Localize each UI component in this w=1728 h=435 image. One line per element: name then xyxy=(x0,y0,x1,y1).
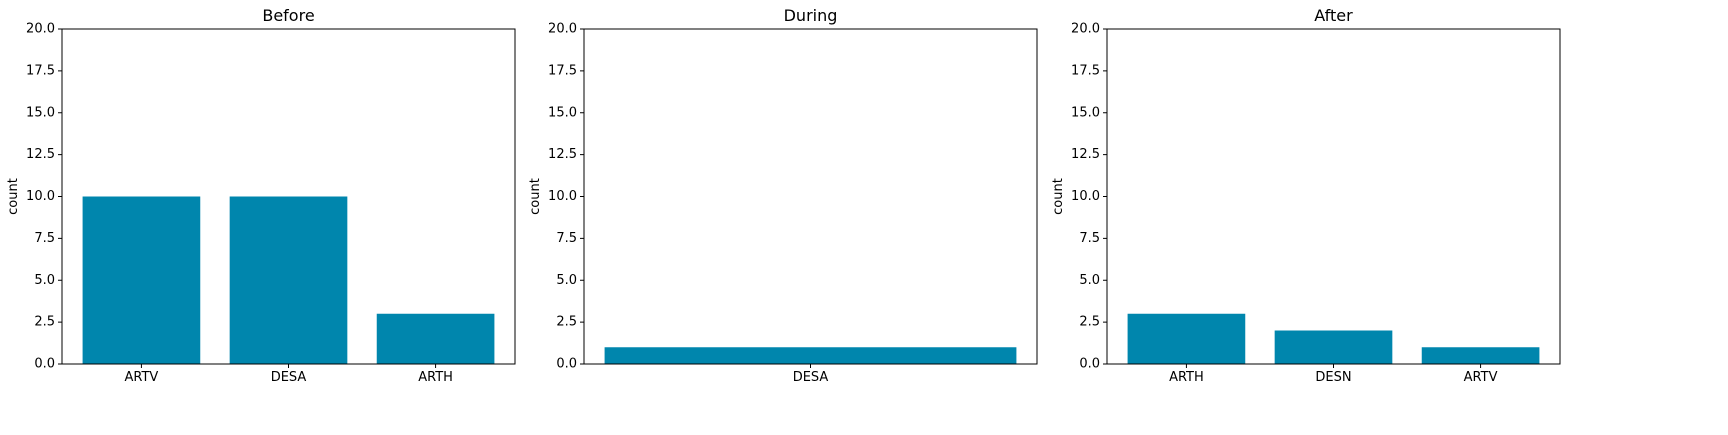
y-axis-label: count xyxy=(1051,178,1066,215)
chart-before: 0.0 2.5 5.0 7.5 10.0 12.5 15.0 17.5 20.0 ARTV DESA… xyxy=(6,6,516,385)
y-tick-label: 7.5 xyxy=(34,231,55,246)
bar-artv xyxy=(1421,347,1540,364)
y-tick-label: 0.0 xyxy=(556,357,577,372)
y-tick-label: 12.5 xyxy=(548,147,577,162)
y-tick-label: 20.0 xyxy=(548,22,577,37)
y-tick-label: 15.0 xyxy=(1071,105,1100,120)
y-tick-label: 15.0 xyxy=(26,105,55,120)
x-tick-label: DESN xyxy=(1315,370,1351,385)
y-tick-label: 0.0 xyxy=(1079,357,1100,372)
bar-artv xyxy=(82,196,201,364)
x-tick-label: DESA xyxy=(793,370,829,385)
x-tick-label: ARTV xyxy=(125,370,159,385)
y-axis-label: count xyxy=(6,178,21,215)
y-tick-label: 10.0 xyxy=(548,189,577,204)
y-tick-label: 2.5 xyxy=(34,315,55,330)
y-tick-label: 17.5 xyxy=(548,63,577,78)
y-tick-label: 2.5 xyxy=(1079,315,1100,330)
chart-during: 0.0 2.5 5.0 7.5 10.0 12.5 15.0 17.5 20.0 DESA Duri… xyxy=(528,6,1038,385)
y-tick-label: 0.0 xyxy=(34,357,55,372)
y-tick-label: 12.5 xyxy=(26,147,55,162)
y-tick-label: 7.5 xyxy=(1079,231,1100,246)
x-tick-label: ARTV xyxy=(1464,370,1498,385)
bar-arth xyxy=(1127,313,1246,364)
y-tick-label: 10.0 xyxy=(26,189,55,204)
bar-desn xyxy=(1274,330,1393,364)
bar-desa xyxy=(229,196,348,364)
y-tick-label: 20.0 xyxy=(26,22,55,37)
y-tick-label: 2.5 xyxy=(556,315,577,330)
y-tick-label: 5.0 xyxy=(556,273,577,288)
y-tick-label: 5.0 xyxy=(1079,273,1100,288)
x-tick-label: ARTH xyxy=(418,370,453,385)
chart-title: During xyxy=(784,6,838,25)
plot-frame xyxy=(583,28,1038,365)
y-tick-label: 7.5 xyxy=(556,231,577,246)
y-axis-label: count xyxy=(528,178,543,215)
chart-title: Before xyxy=(262,6,314,25)
y-tick-label: 5.0 xyxy=(34,273,55,288)
bar-desa xyxy=(604,347,1017,364)
x-tick-label: DESA xyxy=(271,370,307,385)
y-tick-label: 15.0 xyxy=(548,105,577,120)
chart-title: After xyxy=(1314,6,1353,25)
y-tick-label: 17.5 xyxy=(26,63,55,78)
y-tick-label: 20.0 xyxy=(1071,22,1100,37)
y-tick-label: 12.5 xyxy=(1071,147,1100,162)
bar-arth xyxy=(376,313,495,364)
y-tick-label: 10.0 xyxy=(1071,189,1100,204)
x-tick-label: ARTH xyxy=(1169,370,1204,385)
chart-after: 0.0 2.5 5.0 7.5 10.0 12.5 15.0 17.5 20.0 ARTH DESN… xyxy=(1051,6,1561,385)
y-tick-label: 17.5 xyxy=(1071,63,1100,78)
